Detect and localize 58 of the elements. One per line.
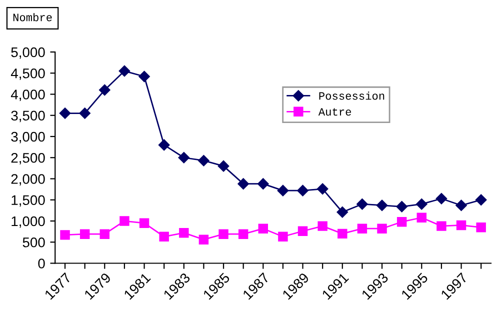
point — [59, 108, 71, 119]
point — [198, 154, 210, 166]
point — [356, 198, 368, 210]
point — [377, 224, 387, 234]
point — [258, 224, 268, 234]
point — [416, 198, 428, 210]
point — [456, 200, 467, 211]
y-tick-label: 5,000 — [11, 47, 45, 59]
point — [376, 200, 388, 211]
point — [218, 160, 230, 172]
y-tick-label: 4,500 — [10, 68, 45, 80]
y-axis-title: Nombre — [13, 13, 52, 22]
point — [218, 229, 228, 239]
point — [416, 212, 426, 222]
point — [396, 201, 408, 212]
point — [138, 70, 150, 82]
point — [436, 221, 446, 231]
point — [198, 234, 209, 244]
point — [120, 216, 130, 226]
y-tick-label: 2,000 — [11, 174, 45, 186]
point — [396, 216, 407, 227]
point — [258, 178, 269, 190]
point — [318, 221, 328, 231]
point — [456, 220, 466, 230]
point — [436, 193, 448, 204]
point — [316, 183, 328, 194]
y-tick-label: 1,000 — [12, 216, 45, 228]
point — [100, 229, 110, 239]
legend-label: Possession — [319, 92, 384, 100]
point — [159, 232, 169, 242]
point — [178, 152, 190, 164]
point — [277, 184, 289, 196]
point — [476, 222, 486, 232]
point — [139, 218, 150, 228]
y-tick-label: 0 — [38, 258, 45, 268]
y-tick-label: 3,000 — [11, 132, 45, 144]
y-tick-label: 2,500 — [11, 152, 45, 164]
y-tick-label: 3,500 — [11, 110, 45, 122]
point — [357, 224, 368, 234]
point — [338, 228, 348, 239]
point — [298, 226, 308, 236]
point — [80, 229, 90, 239]
y-tick-label: 500 — [22, 237, 45, 248]
point — [118, 65, 130, 77]
legend-label: Autre — [318, 108, 352, 116]
point — [79, 108, 90, 119]
point — [297, 184, 308, 196]
point — [99, 84, 110, 96]
point — [278, 232, 288, 242]
point — [179, 228, 189, 238]
point — [238, 178, 249, 190]
point — [158, 139, 170, 151]
y-tick-label: 1,500 — [12, 195, 45, 207]
point — [475, 194, 487, 206]
point — [60, 230, 70, 240]
point — [238, 229, 248, 239]
y-tick-label: 4,000 — [10, 90, 45, 102]
point — [336, 206, 348, 218]
